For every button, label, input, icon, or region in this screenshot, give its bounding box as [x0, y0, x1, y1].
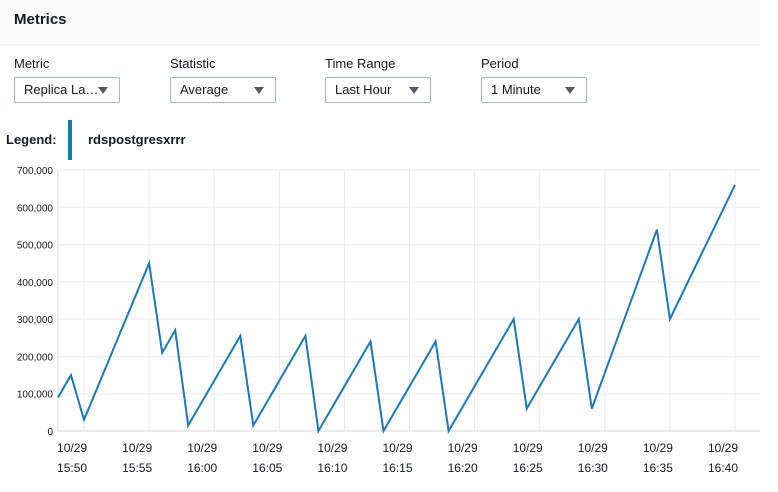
x-tick-date: 10/29 — [448, 441, 478, 455]
chevron-down-icon — [565, 87, 575, 94]
y-tick-label: 500,000 — [17, 241, 54, 252]
metrics-header: Metrics — [0, 0, 760, 45]
statistic-select[interactable]: Average — [170, 77, 276, 103]
x-tick-time: 15:55 — [122, 461, 152, 475]
statistic-control: Statistic Average — [170, 56, 276, 103]
x-tick-time: 16:40 — [708, 461, 738, 475]
period-select[interactable]: 1 Minute — [481, 77, 587, 103]
statistic-label: Statistic — [170, 56, 216, 71]
x-tick-time: 16:35 — [643, 461, 673, 475]
chevron-down-icon — [254, 87, 264, 94]
period-select-value: 1 Minute — [491, 82, 541, 97]
x-tick-time: 16:00 — [187, 461, 217, 475]
x-tick-time: 15:50 — [57, 461, 87, 475]
y-tick-label: 600,000 — [17, 203, 54, 214]
series-line — [57, 184, 736, 435]
y-tick-label: 100,000 — [17, 390, 54, 401]
period-control: Period 1 Minute — [481, 56, 587, 103]
chevron-down-icon — [409, 87, 419, 94]
x-tick-date: 10/29 — [513, 441, 543, 455]
metric-select-value: Replica La… — [24, 82, 99, 97]
x-tick-date: 10/29 — [252, 441, 282, 455]
metric-select[interactable]: Replica La… — [14, 77, 120, 103]
x-tick-time: 16:30 — [578, 461, 608, 475]
x-tick-date: 10/29 — [122, 441, 152, 455]
y-tick-label: 0 — [47, 427, 53, 438]
x-tick-date: 10/29 — [643, 441, 673, 455]
y-tick-label: 700,000 — [17, 166, 54, 177]
x-tick-time: 16:20 — [448, 461, 478, 475]
time-range-select[interactable]: Last Hour — [325, 77, 431, 103]
y-tick-label: 300,000 — [17, 315, 54, 326]
metric-control: Metric Replica La… — [14, 56, 120, 103]
period-label: Period — [481, 56, 519, 71]
time-range-select-value: Last Hour — [335, 82, 392, 97]
x-tick-time: 16:10 — [317, 461, 347, 475]
x-tick-date: 10/29 — [57, 441, 87, 455]
time-range-control: Time Range Last Hour — [325, 56, 431, 103]
y-tick-label: 200,000 — [17, 352, 54, 363]
y-tick-label: 400,000 — [17, 278, 54, 289]
legend-series-name: rdspostgresxrrr — [88, 132, 186, 147]
page-title: Metrics — [14, 11, 67, 28]
legend-swatch — [68, 120, 72, 160]
line-chart: 700,000 600,000 500,000 400,000 300,000 200,0… — [17, 166, 760, 475]
chevron-down-icon — [98, 87, 108, 94]
x-tick-time: 16:25 — [513, 461, 543, 475]
statistic-select-value: Average — [180, 82, 229, 97]
x-tick-date: 10/29 — [383, 441, 413, 455]
x-tick-time: 16:05 — [252, 461, 282, 475]
x-tick-date: 10/29 — [187, 441, 217, 455]
x-tick-date: 10/29 — [708, 441, 738, 455]
x-tick-time: 16:15 — [383, 461, 413, 475]
x-tick-date: 10/29 — [317, 441, 347, 455]
legend-label: Legend: — [6, 132, 57, 147]
metric-label: Metric — [14, 56, 50, 71]
time-range-label: Time Range — [325, 56, 396, 71]
x-tick-date: 10/29 — [578, 441, 608, 455]
